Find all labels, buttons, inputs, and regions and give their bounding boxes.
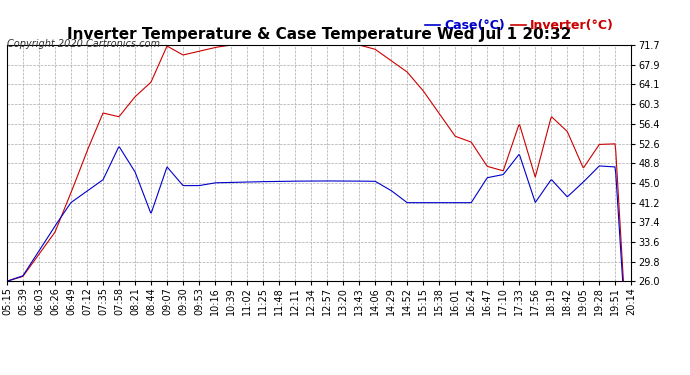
- Text: Copyright 2020 Cartronics.com: Copyright 2020 Cartronics.com: [7, 39, 160, 50]
- Title: Inverter Temperature & Case Temperature Wed Jul 1 20:32: Inverter Temperature & Case Temperature …: [67, 27, 571, 42]
- Legend: Case(°C), Inverter(°C): Case(°C), Inverter(°C): [420, 14, 619, 37]
